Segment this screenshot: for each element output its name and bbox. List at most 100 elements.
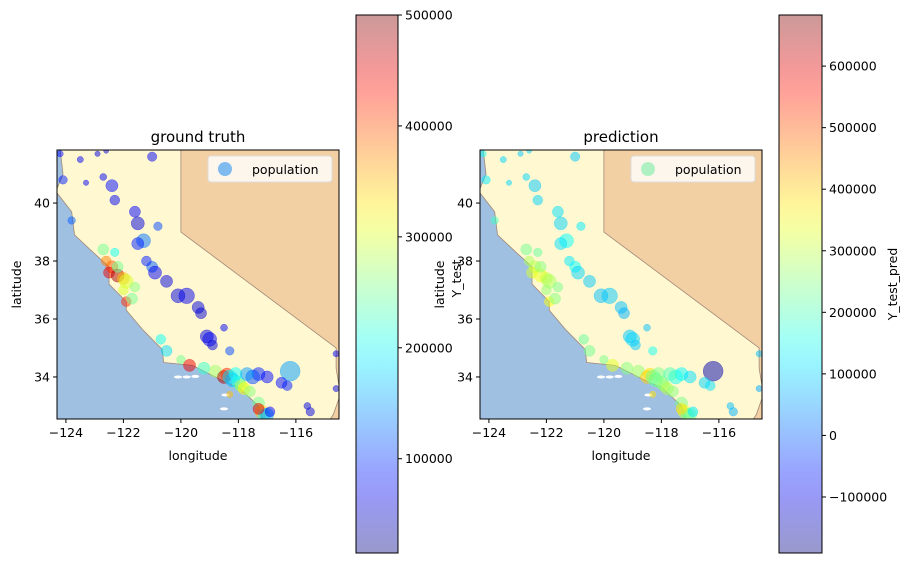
- x-tick-label: −118: [221, 425, 255, 440]
- scatter-point: [649, 390, 657, 398]
- plot-title: prediction: [583, 128, 658, 146]
- scatter-point: [648, 346, 658, 356]
- colorbar-tick-label: 100000: [405, 451, 453, 466]
- scatter-point: [533, 247, 543, 257]
- colorbar-tick-label: 200000: [405, 340, 453, 355]
- y-tick-label: 38: [34, 254, 50, 269]
- scatter-point: [332, 350, 339, 358]
- scatter-point: [490, 216, 499, 225]
- colorbar: −100000 0 100000 200000 300000 400000 500000 60…: [778, 14, 900, 554]
- scatter-point: [147, 151, 158, 162]
- scatter-point: [240, 367, 254, 381]
- x-tick-label: −124: [49, 425, 83, 440]
- legend-marker: [641, 162, 655, 176]
- scatter-point: [97, 243, 110, 256]
- scatter-point: [76, 156, 84, 163]
- scatter-point: [109, 194, 120, 206]
- scatter-point: [549, 292, 561, 305]
- colorbar: 100000 200000 300000 400000 500000: [355, 8, 453, 554]
- island: [220, 407, 229, 411]
- colorbar-tick-label: 600000: [829, 59, 877, 74]
- island: [643, 407, 652, 411]
- scatter-point: [599, 355, 609, 365]
- colorbar-frame: [355, 14, 399, 554]
- y-tick-label: 36: [457, 311, 473, 326]
- colorbar-tick-label: 400000: [829, 182, 877, 197]
- scatter-point: [620, 361, 634, 375]
- scatter-point: [506, 179, 513, 186]
- scatter-point: [534, 261, 547, 273]
- scatter-point: [726, 402, 735, 410]
- island: [174, 375, 183, 379]
- scatter-point: [583, 274, 596, 288]
- plot-title: ground truth: [151, 128, 246, 146]
- map-background: [57, 150, 339, 419]
- x-tick-label: −122: [106, 425, 140, 440]
- scatter-point: [131, 237, 145, 250]
- x-tick-label: −120: [164, 425, 198, 440]
- scatter-point: [755, 350, 762, 358]
- y-tick-label: 34: [457, 369, 473, 384]
- x-tick-label: −120: [587, 425, 621, 440]
- colorbar-tick-label: 0: [829, 428, 837, 443]
- colorbar-tick-label: 500000: [829, 120, 877, 135]
- colorbar-tick-label: −100000: [829, 489, 887, 504]
- colorbar-tick-label: 500000: [405, 8, 453, 23]
- scatter-point: [618, 307, 630, 320]
- scatter-point: [481, 175, 491, 185]
- colorbar-frame: [778, 14, 823, 554]
- scatter-point: [499, 156, 507, 163]
- scatter-point: [282, 380, 293, 391]
- colorbar-tick-label: 200000: [829, 305, 877, 320]
- scatter-point: [522, 173, 531, 181]
- legend-label: population: [252, 162, 319, 177]
- scatter-point: [244, 385, 256, 398]
- scatter-point: [99, 173, 108, 181]
- scatter-point: [228, 367, 243, 381]
- scatter-point: [195, 307, 207, 320]
- island: [605, 375, 614, 379]
- scatter-point: [576, 221, 586, 231]
- scatter-point: [178, 287, 195, 304]
- scatter-point: [220, 323, 228, 332]
- scatter-point: [105, 179, 119, 192]
- scatter-point: [207, 339, 218, 351]
- scatter-point: [148, 265, 162, 280]
- y-tick-label: 38: [457, 254, 473, 269]
- x-tick-label: −116: [279, 425, 313, 440]
- scatter-point: [225, 346, 235, 356]
- ocean: [480, 150, 686, 419]
- legend: population: [207, 155, 333, 183]
- scatter-point: [520, 243, 533, 256]
- scatter-point: [252, 403, 265, 415]
- scatter-point: [160, 345, 173, 357]
- scatter-point: [279, 360, 301, 382]
- scatter-point: [606, 359, 619, 372]
- scatter-point: [517, 150, 524, 157]
- scatter-point: [58, 175, 68, 185]
- scatter-point: [667, 385, 679, 398]
- scatter-point: [67, 216, 76, 225]
- scatter-point: [663, 367, 677, 381]
- scatter-point: [755, 385, 762, 392]
- colorbar-label: Y_test_pred: [885, 248, 900, 322]
- scatter-point: [129, 205, 141, 218]
- scatter-point: [687, 406, 699, 417]
- x-tick-label: −116: [702, 425, 736, 440]
- scatter-point: [601, 287, 618, 304]
- colorbar-tick-label: 100000: [829, 366, 877, 381]
- island: [614, 374, 623, 378]
- legend-box: [630, 155, 756, 183]
- scatter-point: [303, 402, 312, 410]
- scatter-point: [651, 367, 666, 381]
- scatter-point: [83, 179, 90, 186]
- scatter-point: [554, 237, 568, 250]
- x-axis-label: longitude: [169, 448, 228, 463]
- y-tick-label: 40: [34, 196, 50, 211]
- colorbar-gradient: [356, 15, 398, 553]
- scatter-point: [705, 380, 716, 391]
- ocean: [57, 150, 263, 419]
- x-axis-label: longitude: [592, 448, 651, 463]
- scatter-point: [630, 339, 641, 351]
- legend: population: [630, 155, 756, 183]
